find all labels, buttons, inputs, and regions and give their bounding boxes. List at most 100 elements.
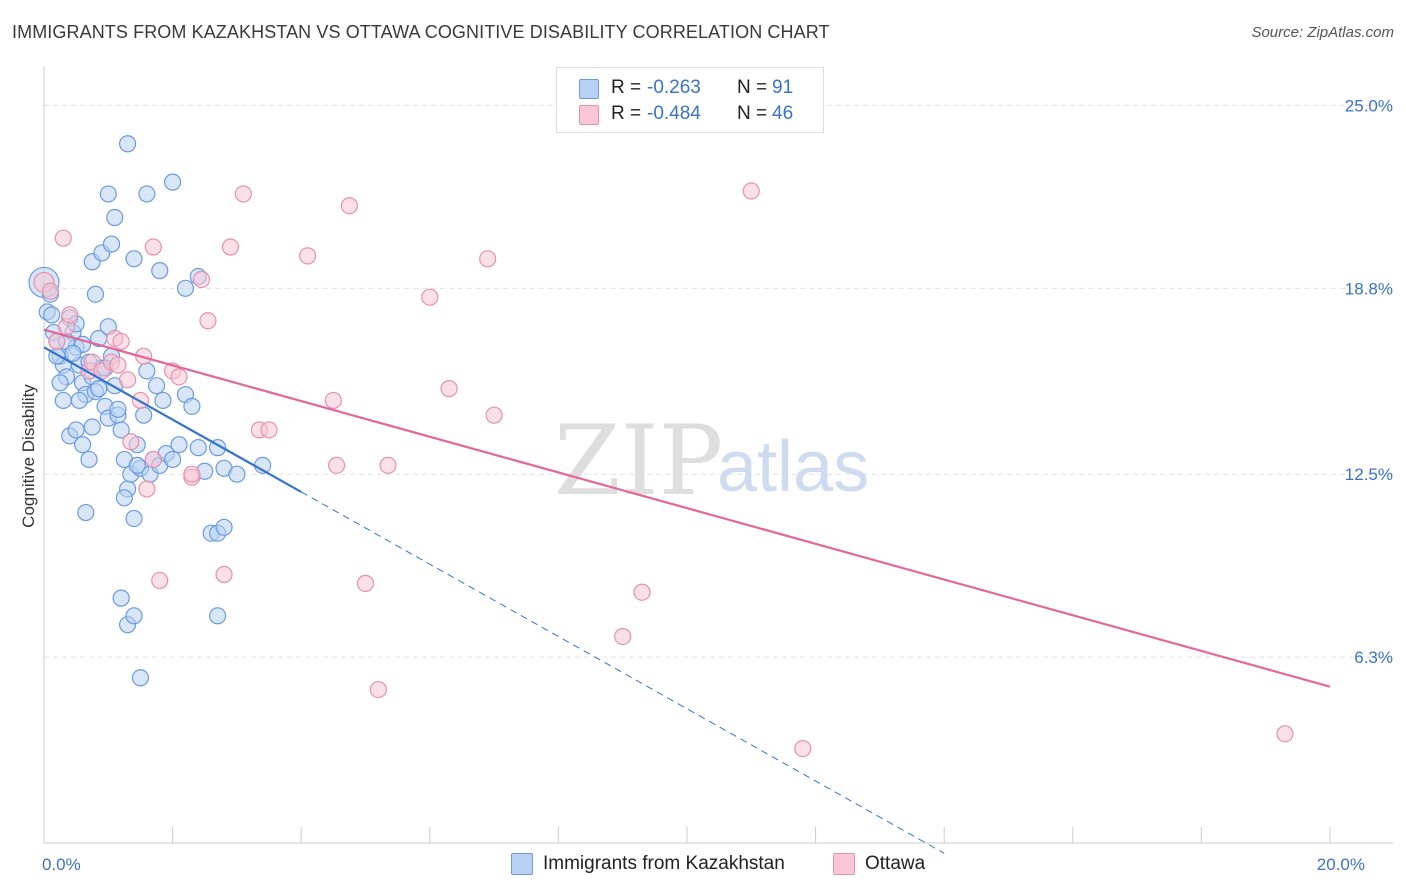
ottawa-point <box>327 456 346 474</box>
legend-r-value: -0.484 <box>647 103 701 124</box>
kazakhstan-point <box>151 262 169 280</box>
kazakhstan-point <box>90 380 108 398</box>
ottawa-point <box>112 332 130 351</box>
bottom-legend-label: Immigrants from Kazakhstan <box>543 853 785 874</box>
ottawa-point <box>122 433 140 451</box>
kazakhstan-point <box>125 509 143 528</box>
kazakhstan-point <box>118 135 137 153</box>
ottawa-point <box>61 306 79 324</box>
legend-n-label: N = <box>737 77 768 98</box>
kazakhstan-point <box>164 450 182 469</box>
ottawa-point <box>144 238 162 256</box>
kazakhstan-point <box>138 185 156 203</box>
ottawa-point <box>794 739 812 758</box>
y-tick-label: 18.8% <box>1345 279 1393 298</box>
axis-layer: 6.3% 12.5% 18.8% 25.0% 0.0% 20.0% <box>42 66 1393 874</box>
x-tick-label: 20.0% <box>1317 855 1365 874</box>
kazakhstan-point <box>115 489 133 507</box>
kazakhstan-point <box>54 391 72 410</box>
kazakhstan-point <box>228 465 246 483</box>
kazakhstan-point <box>112 589 130 607</box>
ottawa-point <box>41 282 60 300</box>
kazakhstan-point <box>102 235 121 253</box>
ottawa-point <box>199 312 217 330</box>
ottawa-point <box>324 391 342 410</box>
ottawa-point <box>192 270 211 289</box>
kazakhstan-point <box>138 362 156 380</box>
ottawa-trend-line <box>43 328 1331 688</box>
ottawa-point <box>1276 725 1294 743</box>
kazakhstan-point <box>170 436 188 454</box>
ottawa-point <box>234 185 252 203</box>
kazakhstan-point <box>70 391 88 410</box>
legend-r-value: -0.263 <box>647 77 701 98</box>
ottawa-point <box>118 371 137 389</box>
ottawa-point <box>379 456 397 474</box>
kazakhstan-point <box>99 185 117 203</box>
ottawa-point <box>299 247 317 265</box>
kazakhstan-point <box>73 436 92 454</box>
ottawa-point <box>109 356 127 374</box>
ottawa-point <box>183 465 201 483</box>
ottawa-point <box>54 229 72 247</box>
kazakhstan-point <box>51 374 69 392</box>
x-tick-label: 0.0% <box>42 855 81 874</box>
legend-swatch-blue <box>579 79 599 99</box>
kazakhstan-point <box>215 518 233 536</box>
y-tick-label: 6.3% <box>1354 648 1393 667</box>
legend-n-value: 91 <box>772 77 794 98</box>
bottom-legend-swatch-pink <box>833 853 855 875</box>
ottawa-point <box>614 627 632 646</box>
kazakhstan-point <box>154 391 172 410</box>
kazakhstan-point <box>147 377 166 395</box>
watermark-atlas: atlas <box>717 427 869 507</box>
kazakhstan-point <box>64 344 82 362</box>
bottom-legend-swatch-blue <box>511 853 533 875</box>
kazakhstan-point <box>131 669 150 687</box>
kazakhstan-point <box>67 421 85 439</box>
ottawa-point <box>440 380 458 398</box>
legend-swatch-pink <box>579 105 599 125</box>
source-credit: Source: ZipAtlas.com <box>1251 24 1394 41</box>
legend-r-label: R = <box>611 77 642 98</box>
ottawa-point <box>742 182 760 200</box>
ottawa-point <box>144 450 162 469</box>
kazakhstan-trend-line <box>43 346 302 493</box>
ottawa-point <box>260 421 278 439</box>
ottawa-point <box>356 574 375 592</box>
ottawa-point <box>215 565 233 584</box>
kazakhstan-point <box>109 400 127 418</box>
ottawa-point <box>369 680 387 699</box>
points-layer <box>28 135 1294 758</box>
y-axis-label: Cognitive Disability <box>19 384 38 528</box>
ottawa-point <box>151 571 169 590</box>
kazakhstan-point <box>164 173 182 191</box>
kazakhstan-point <box>77 503 95 522</box>
correlation-legend: R = -0.263 N = 91 R = -0.484 N = 46 <box>556 67 824 133</box>
kazakhstan-point <box>106 208 124 227</box>
legend-n-value: 46 <box>772 103 794 124</box>
ottawa-point <box>170 368 188 386</box>
kazakhstan-point <box>128 456 146 474</box>
kazakhstan-point <box>125 607 143 625</box>
y-tick-label: 12.5% <box>1345 465 1393 484</box>
bottom-legend-label: Ottawa <box>865 853 926 874</box>
chart-title: IMMIGRANTS FROM KAZAKHSTAN VS OTTAWA COG… <box>12 22 830 42</box>
legend-r-label: R = <box>611 103 642 124</box>
ottawa-point <box>485 406 503 424</box>
kazakhstan-point <box>209 607 227 625</box>
y-tick-label: 25.0% <box>1345 96 1393 115</box>
watermark-zip: ZIP <box>554 405 723 517</box>
kazakhstan-point <box>86 285 105 303</box>
ottawa-point <box>421 288 439 306</box>
trend-layer <box>43 328 1331 854</box>
ottawa-point <box>479 250 497 268</box>
ottawa-point <box>340 197 359 215</box>
kazakhstan-trend-extension <box>300 491 945 854</box>
kazakhstan-point <box>43 306 61 324</box>
legend-n-label: N = <box>737 103 768 124</box>
kazakhstan-point <box>125 250 143 268</box>
ottawa-point <box>138 480 156 498</box>
kazakhstan-point <box>80 450 98 469</box>
